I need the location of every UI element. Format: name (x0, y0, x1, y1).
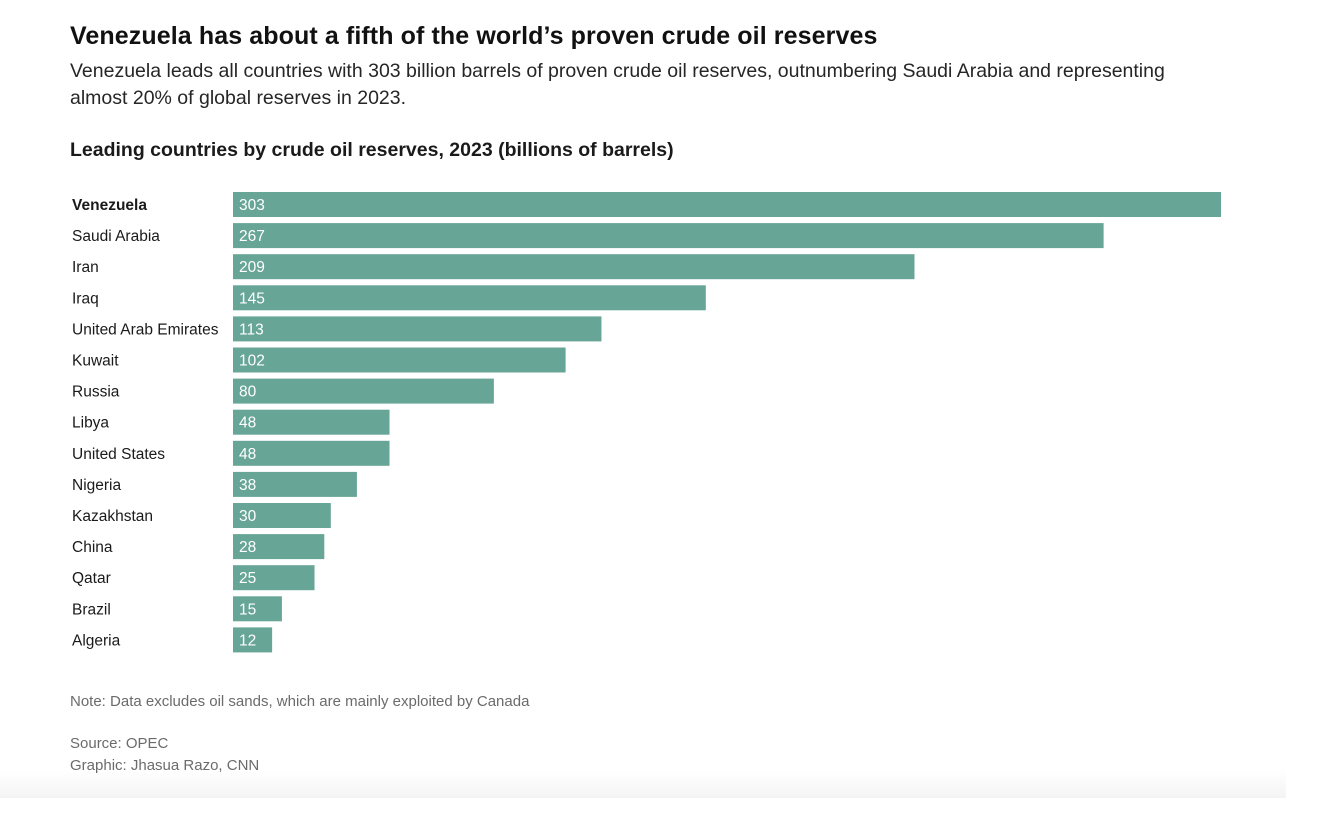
bar (233, 347, 566, 373)
bar (233, 503, 331, 528)
bar-value-label: 145 (239, 290, 265, 307)
category-label: Russia (72, 384, 120, 401)
bar (233, 627, 273, 653)
category-label: Libya (72, 415, 109, 432)
bar (233, 440, 390, 466)
bar (233, 192, 1221, 217)
bar-value-label: 48 (239, 415, 256, 432)
chart-title: Leading countries by crude oil reserves,… (70, 139, 674, 161)
bar-value-label: 102 (239, 353, 265, 370)
category-label: Venezuela (72, 197, 147, 214)
bar (233, 378, 494, 404)
bar-chart: Venezuela 303 Saudi Arabia 267 Iran 209 Iraq 14… (72, 192, 1221, 653)
bar (233, 409, 390, 435)
bar (233, 596, 282, 622)
category-label: Brazil (72, 601, 111, 618)
category-label: Kazakhstan (72, 508, 153, 525)
bar (233, 254, 915, 280)
bar (233, 565, 315, 591)
category-label: Iraq (72, 290, 99, 307)
bar-value-label: 30 (239, 508, 257, 525)
category-label: China (72, 539, 113, 556)
headline: Venezuela has about a fifth of the world… (70, 22, 878, 50)
bar-value-label: 303 (239, 197, 265, 214)
category-label: United Arab Emirates (72, 321, 219, 338)
bar-value-label: 80 (239, 384, 257, 401)
bar-value-label: 113 (239, 321, 264, 338)
category-label: Nigeria (72, 477, 121, 494)
chart-note: Note: Data excludes oil sands, which are… (70, 693, 530, 710)
category-label: Algeria (72, 632, 121, 649)
bar-value-label: 25 (239, 570, 256, 587)
category-label: United States (72, 446, 165, 463)
bar-value-label: 48 (239, 446, 256, 463)
category-label: Qatar (72, 570, 111, 587)
category-label: Saudi Arabia (72, 228, 160, 245)
bar (233, 316, 602, 342)
chart-card: Venezuela has about a fifth of the world… (0, 0, 1286, 798)
bar (233, 285, 706, 311)
bar (233, 223, 1104, 249)
bar-value-label: 209 (239, 259, 265, 276)
bar-value-label: 15 (239, 601, 256, 618)
subheadline: Venezuela leads all countries with 303 b… (70, 60, 1165, 109)
bar-value-label: 38 (239, 477, 256, 494)
chart-source: Source: OPEC (70, 735, 169, 752)
bar-value-label: 28 (239, 539, 256, 556)
chart-credit: Graphic: Jhasua Razo, CNN (70, 757, 260, 774)
bar-value-label: 12 (239, 632, 256, 649)
bar-value-label: 267 (239, 228, 265, 245)
bar (233, 534, 325, 560)
category-label: Iran (72, 259, 99, 276)
category-label: Kuwait (72, 353, 119, 370)
bar (233, 471, 357, 497)
